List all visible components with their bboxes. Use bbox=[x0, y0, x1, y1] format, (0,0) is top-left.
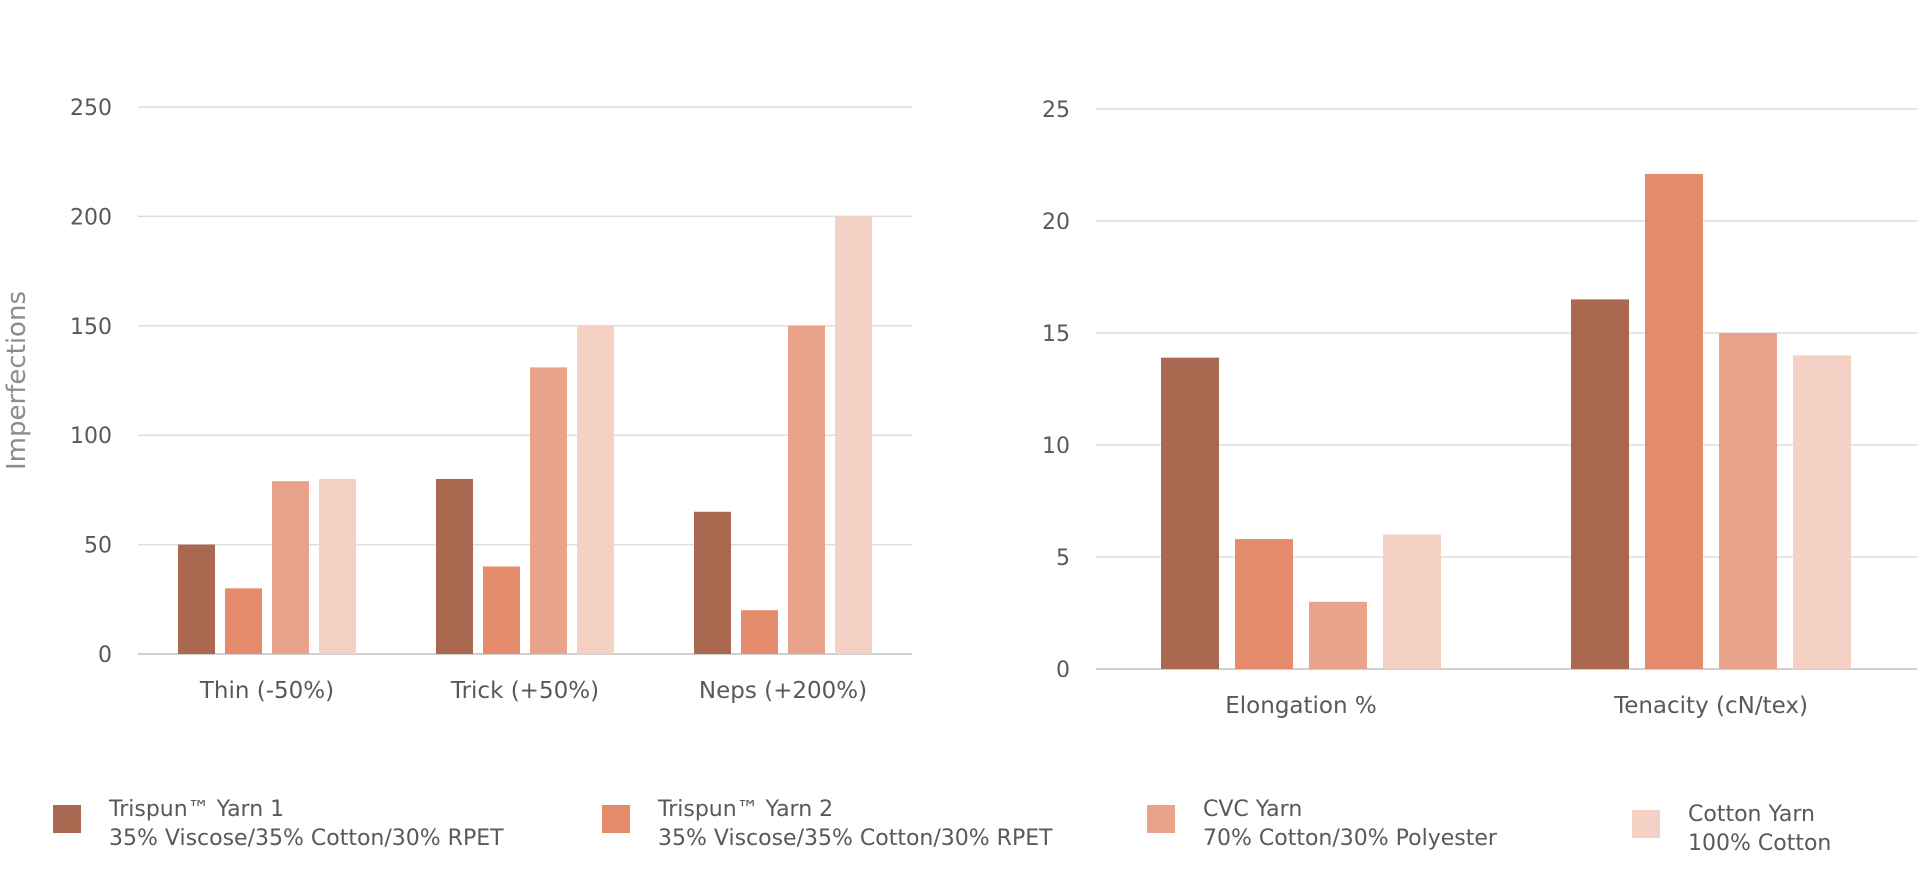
y-tick-label: 200 bbox=[70, 205, 112, 230]
legend-item-trispun-yarn-2: Trispun™ Yarn 2 35% Viscose/35% Cotton/3… bbox=[602, 795, 1053, 853]
bar-trispun-yarn-2-neps-200 bbox=[741, 610, 778, 654]
legend-swatch bbox=[53, 805, 81, 833]
bar-trispun-yarn-2-elongation bbox=[1235, 539, 1293, 669]
bar-cvc-yarn-thin-50 bbox=[272, 481, 309, 654]
x-category-label: Tenacity (cN/tex) bbox=[1613, 693, 1808, 719]
x-category-label: Trick (+50%) bbox=[450, 678, 599, 704]
bar-trispun-yarn-2-tenacity-cn-tex bbox=[1645, 173, 1703, 669]
y-tick-label: 100 bbox=[70, 424, 112, 449]
legend-label: Trispun™ Yarn 2 bbox=[658, 797, 834, 822]
legend-label: Cotton Yarn bbox=[1688, 802, 1815, 827]
bar-trispun-yarn-1-thin-50 bbox=[178, 544, 215, 654]
bar-cotton-yarn-elongation bbox=[1383, 534, 1441, 669]
legend-sublabel: 100% Cotton bbox=[1688, 831, 1832, 856]
y-tick-label: 0 bbox=[98, 643, 112, 668]
bar-trispun-yarn-2-thin-50 bbox=[225, 588, 262, 654]
y-tick-label: 10 bbox=[1042, 434, 1070, 459]
y-tick-label: 15 bbox=[1042, 322, 1070, 347]
legend-sublabel: 35% Viscose/35% Cotton/30% RPET bbox=[109, 826, 504, 851]
y-tick-label: 20 bbox=[1042, 210, 1070, 235]
bar-trispun-yarn-1-tenacity-cn-tex bbox=[1571, 299, 1629, 669]
bar-trispun-yarn-2-trick-50 bbox=[483, 566, 520, 654]
bar-cvc-yarn-tenacity-cn-tex bbox=[1719, 333, 1777, 669]
bar-trispun-yarn-1-elongation bbox=[1161, 357, 1219, 669]
legend: Trispun™ Yarn 1 35% Viscose/35% Cotton/3… bbox=[0, 790, 1917, 883]
legend-sublabel: 35% Viscose/35% Cotton/30% RPET bbox=[658, 826, 1053, 851]
bar-cvc-yarn-neps-200 bbox=[788, 325, 825, 654]
legend-item-trispun-yarn-1: Trispun™ Yarn 1 35% Viscose/35% Cotton/3… bbox=[53, 795, 504, 853]
y-tick-label: 0 bbox=[1056, 658, 1070, 683]
legend-sublabel: 70% Cotton/30% Polyester bbox=[1203, 826, 1497, 851]
legend-label: Trispun™ Yarn 1 bbox=[109, 797, 285, 822]
legend-item-cotton-yarn: Cotton Yarn 100% Cotton bbox=[1632, 800, 1831, 858]
y-tick-label: 5 bbox=[1056, 546, 1070, 571]
y-tick-label: 25 bbox=[1042, 98, 1070, 123]
bar-cotton-yarn-neps-200 bbox=[835, 216, 872, 654]
bar-cotton-yarn-trick-50 bbox=[577, 325, 614, 654]
y-axis-label: Imperfections bbox=[2, 291, 32, 470]
bar-cotton-yarn-tenacity-cn-tex bbox=[1793, 355, 1851, 669]
legend-swatch bbox=[602, 805, 630, 833]
y-tick-label: 150 bbox=[70, 315, 112, 340]
y-tick-label: 50 bbox=[84, 534, 112, 559]
legend-swatch bbox=[1632, 810, 1660, 838]
legend-swatch bbox=[1147, 805, 1175, 833]
bar-trispun-yarn-1-trick-50 bbox=[436, 478, 473, 654]
x-category-label: Thin (-50%) bbox=[199, 678, 334, 704]
legend-label: CVC Yarn bbox=[1203, 797, 1303, 822]
y-tick-label: 250 bbox=[70, 96, 112, 121]
bar-trispun-yarn-1-neps-200 bbox=[694, 511, 731, 654]
bar-cvc-yarn-elongation bbox=[1309, 601, 1367, 669]
legend-item-cvc-yarn: CVC Yarn 70% Cotton/30% Polyester bbox=[1147, 795, 1497, 853]
bar-cvc-yarn-trick-50 bbox=[530, 367, 567, 654]
x-category-label: Elongation % bbox=[1225, 693, 1377, 719]
x-category-label: Neps (+200%) bbox=[699, 678, 867, 704]
bar-cotton-yarn-thin-50 bbox=[319, 478, 356, 654]
